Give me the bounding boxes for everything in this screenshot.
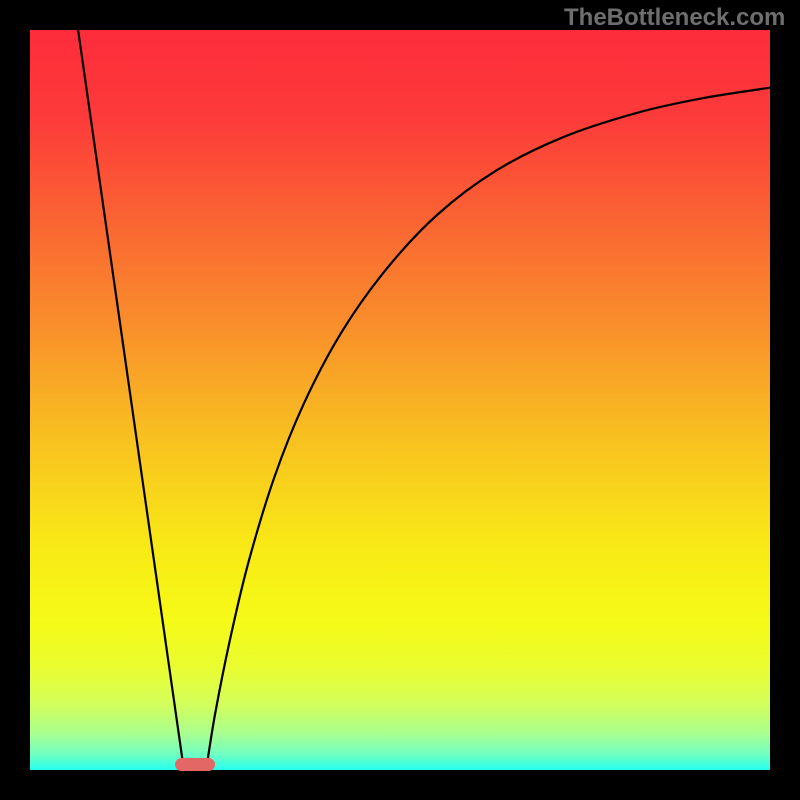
- plot-area: [30, 30, 770, 770]
- chart-frame: TheBottleneck.com: [0, 0, 800, 800]
- bottleneck-curve-right: [206, 88, 770, 770]
- watermark-text: TheBottleneck.com: [564, 4, 785, 32]
- frame-border-right: [770, 0, 800, 800]
- optimum-marker: [175, 758, 216, 771]
- frame-border-bottom: [0, 770, 800, 800]
- bottleneck-curve-left: [78, 30, 184, 770]
- frame-border-left: [0, 0, 30, 800]
- curve-layer: [30, 30, 770, 770]
